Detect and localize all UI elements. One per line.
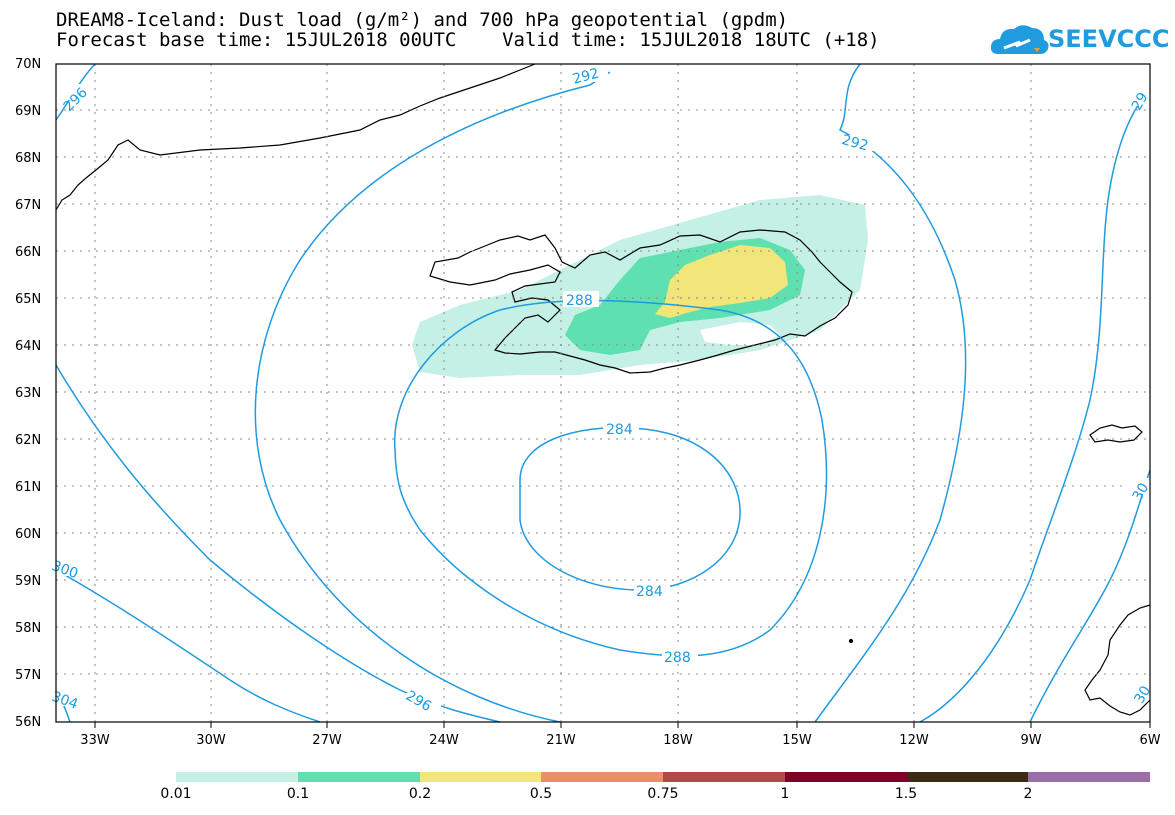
colorbar-label: 0.5: [529, 786, 553, 802]
contour-label: 292: [571, 65, 601, 87]
logo-text: SEEVCCC: [1048, 25, 1170, 53]
colorbar-segment: [419, 772, 542, 782]
lon-label: 6W: [1139, 733, 1160, 748]
lat-label: 60N: [15, 527, 41, 542]
dust-area-02: [655, 245, 788, 318]
colorbar-label: 0.1: [286, 786, 310, 802]
colorbar-label: 0.01: [160, 786, 192, 802]
lat-label: 65N: [15, 292, 41, 307]
colorbar: [176, 772, 1150, 782]
lon-label: 9W: [1020, 733, 1041, 748]
lat-label: 67N: [15, 198, 41, 213]
colorbar-segment: [784, 772, 907, 782]
colorbar-label: 1: [780, 786, 790, 802]
colorbar-label: 1.5: [894, 786, 918, 802]
lat-label: 69N: [15, 104, 41, 119]
contour-label: 292: [840, 132, 870, 154]
lat-label: 62N: [15, 433, 41, 448]
contour-label: 296: [403, 688, 434, 715]
colorbar-segment: [663, 772, 785, 782]
lat-label: 58N: [15, 621, 41, 636]
lat-label: 57N: [15, 668, 41, 683]
colorbar-segment: [176, 772, 298, 782]
map-subtitle: Forecast base time: 15JUL2018 00UTC Vali…: [56, 29, 880, 51]
lat-label: 70N: [15, 57, 41, 72]
colorbar-label: 0.75: [647, 786, 679, 802]
cloud-logo-icon: [990, 25, 1049, 54]
lat-label: 61N: [15, 480, 41, 495]
dust-clear-south: [700, 322, 780, 345]
contour-label: 29: [1129, 90, 1152, 113]
contour-284: [519, 426, 741, 591]
contour-label: 30: [1130, 480, 1153, 503]
coastlines: [55, 63, 1151, 716]
lon-label: 15W: [782, 733, 812, 748]
lat-label: 59N: [15, 574, 41, 589]
latitude-labels: 70N 69N 68N 67N 66N 65N 64N 63N 62N 61N …: [15, 57, 41, 730]
contour-label: 304: [49, 689, 80, 713]
colorbar-segment: [541, 772, 663, 782]
lon-label: 21W: [546, 733, 576, 748]
iceland-coast: [429, 229, 853, 374]
dust-shading: [412, 195, 868, 378]
colorbar-segment: [1028, 772, 1150, 782]
graticule: [56, 64, 1150, 722]
contour-label: 284: [636, 584, 663, 600]
lon-label: 27W: [312, 733, 342, 748]
lat-label: 56N: [15, 715, 41, 730]
greenland-coast: [55, 63, 536, 211]
lon-label: 24W: [429, 733, 459, 748]
contour-label: 30: [1132, 683, 1155, 706]
colorbar-label: 0.2: [408, 786, 432, 802]
lat-label: 64N: [15, 339, 41, 354]
contour-right-1: [919, 89, 1151, 723]
contour-label: 288: [664, 650, 691, 666]
contour-292: [254, 63, 967, 723]
map-title: DREAM8-Iceland: Dust load (g/m²) and 700…: [56, 9, 789, 31]
faroe-islands: [1089, 424, 1143, 443]
contour-300: [55, 569, 321, 723]
lon-label: 18W: [663, 733, 693, 748]
lon-label: 33W: [80, 733, 110, 748]
contour-288: [393, 299, 828, 657]
seevccc-logo: SEEVCCC: [990, 20, 1170, 60]
contour-label: 284: [606, 422, 633, 438]
map-frame: [55, 63, 1151, 723]
contour-right-2: [1029, 469, 1151, 723]
scotland-coast: [1084, 604, 1151, 716]
longitude-labels: 33W 30W 27W 24W 21W 18W 15W 12W 9W 6W: [80, 733, 1160, 748]
lon-label: 12W: [899, 733, 929, 748]
lat-label: 68N: [15, 151, 41, 166]
contour-label: 288: [566, 293, 593, 309]
geopotential-contours: [55, 63, 1151, 723]
colorbar-segment: [297, 772, 420, 782]
lon-label: 30W: [196, 733, 226, 748]
lat-label: 63N: [15, 386, 41, 401]
colorbar-label: 2: [1023, 786, 1033, 802]
contour-296: [55, 63, 501, 723]
lat-label: 66N: [15, 245, 41, 260]
contour-labels: 292 292 296 296 288 288 284 284 300 304 …: [49, 65, 1154, 715]
colorbar-segment: [906, 772, 1029, 782]
ticks: [94, 722, 1151, 728]
